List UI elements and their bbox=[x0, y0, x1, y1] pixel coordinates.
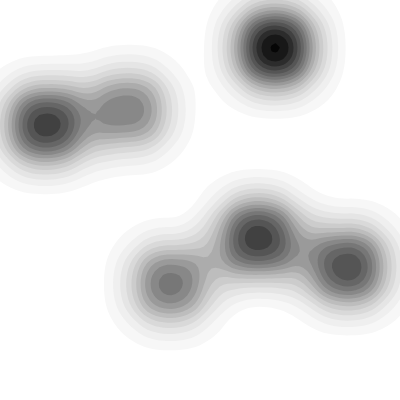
density-contour bbox=[15, 13, 376, 303]
density-contour bbox=[262, 35, 289, 62]
density-contour bbox=[256, 30, 293, 67]
density-contour bbox=[34, 26, 298, 250]
density-contour bbox=[0, 0, 396, 328]
density-contour bbox=[0, 0, 392, 323]
density-contour bbox=[0, 0, 400, 334]
density-contour bbox=[0, 0, 400, 341]
density-contour bbox=[19, 16, 373, 295]
density-contour bbox=[23, 19, 368, 286]
density-contour bbox=[0, 0, 400, 350]
density-contour bbox=[27, 22, 361, 280]
density-contour bbox=[8, 7, 383, 314]
chart bbox=[0, 0, 400, 400]
plot-area bbox=[0, 0, 400, 350]
density-contour bbox=[12, 10, 380, 309]
density-contour bbox=[4, 3, 387, 317]
density-contour bbox=[271, 43, 280, 52]
